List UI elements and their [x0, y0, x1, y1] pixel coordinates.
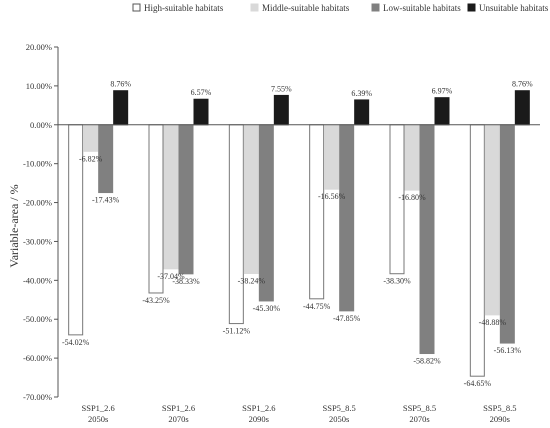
- category-label: SSP5_8.5: [483, 403, 516, 413]
- data-label: 8.76%: [110, 80, 131, 89]
- x-axis: SSP1_2.62050sSSP1_2.62070sSSP1_2.62090sS…: [58, 124, 540, 424]
- bar: [469, 124, 485, 377]
- data-label: -58.82%: [413, 357, 441, 366]
- category-period-label: 2050s: [329, 414, 349, 424]
- data-label: -44.75%: [303, 302, 331, 311]
- data-label: -47.85%: [333, 314, 361, 323]
- legend-swatch: [467, 3, 476, 12]
- bar: [193, 98, 209, 126]
- y-axis: 20.00% 10.00% 0.00% -10.00% -20.00% -30.00% -4…: [23, 42, 59, 402]
- category-label: SSP5_8.5: [323, 403, 356, 413]
- bar: [163, 124, 179, 270]
- category-label: SSP1_2.6: [242, 403, 275, 413]
- data-label: -16.56%: [318, 192, 346, 201]
- bar: [148, 124, 164, 294]
- y-tick-label: -70.00%: [23, 392, 52, 402]
- y-tick-label: -40.00%: [23, 275, 52, 285]
- bar: [113, 90, 129, 126]
- data-label: -54.02%: [62, 338, 90, 347]
- bar: [309, 124, 325, 300]
- data-label: -45.30%: [253, 304, 281, 313]
- bar: [178, 124, 194, 275]
- y-tick-label: 20.00%: [26, 42, 52, 52]
- category-period-label: 2090s: [249, 414, 269, 424]
- data-label: -16.80%: [398, 193, 426, 202]
- legend-entry: High-suitable habitats: [144, 3, 224, 13]
- bar: [258, 124, 274, 302]
- bar: [228, 124, 244, 325]
- data-labels: -54.02% -43.25% -51.12% -44.75% -38.30% -64.6…: [62, 80, 533, 388]
- legend: High-suitable habitats Middle-suitable ha…: [132, 3, 549, 13]
- bar: [243, 124, 259, 274]
- data-label: -64.65%: [464, 379, 492, 388]
- y-tick-label: -20.00%: [23, 198, 52, 208]
- category-label: SSP5_8.5: [403, 403, 436, 413]
- bar: [484, 124, 500, 316]
- legend-entry: Middle-suitable habitats: [262, 3, 350, 13]
- data-label: 6.57%: [191, 88, 212, 97]
- bar: [419, 124, 435, 355]
- y-tick-label: -10.00%: [23, 159, 52, 169]
- bar: [404, 124, 420, 191]
- category-period-label: 2070s: [409, 414, 429, 424]
- legend-entry: Unsuitable habitats: [479, 3, 549, 13]
- y-tick-label: -30.00%: [23, 236, 52, 246]
- y-tick-label: 10.00%: [26, 81, 52, 91]
- bar: [354, 99, 370, 126]
- category-label: SSP1_2.6: [162, 403, 195, 413]
- data-label: 6.39%: [351, 89, 372, 98]
- data-label: -6.82%: [79, 154, 103, 163]
- data-label: -17.43%: [92, 196, 120, 205]
- legend-swatch: [250, 3, 259, 12]
- y-tick-label: 0.00%: [30, 120, 52, 130]
- y-axis-label: Variable-area / %: [7, 184, 21, 267]
- legend-entry: Low-suitable habitats: [383, 3, 461, 13]
- data-label: 7.55%: [271, 84, 292, 93]
- bars: [68, 90, 530, 377]
- category-period-label: 2070s: [168, 414, 188, 424]
- data-label: -38.33%: [172, 277, 200, 286]
- data-label: -43.25%: [142, 296, 170, 305]
- bar: [434, 97, 450, 126]
- data-label: -51.12%: [223, 327, 251, 336]
- bar: [499, 124, 515, 344]
- bar: [514, 90, 530, 126]
- data-label: -38.30%: [383, 277, 411, 286]
- data-label: -38.24%: [238, 276, 266, 285]
- bar: [324, 124, 340, 190]
- category-period-label: 2050s: [88, 414, 108, 424]
- category-period-label: 2090s: [490, 414, 510, 424]
- y-tick-label: -60.00%: [23, 353, 52, 363]
- legend-swatch: [371, 3, 380, 12]
- data-label: 6.97%: [432, 87, 453, 96]
- legend-swatch: [132, 3, 141, 12]
- y-tick-label: -50.00%: [23, 314, 52, 324]
- data-label: -56.13%: [494, 346, 522, 355]
- bar: [339, 124, 355, 312]
- data-label: -48.88%: [479, 318, 507, 327]
- category-label: SSP1_2.6: [82, 403, 115, 413]
- data-label: 8.76%: [512, 80, 533, 89]
- bar: [273, 94, 289, 126]
- data-label: -37.04%: [157, 272, 185, 281]
- bar: [83, 124, 99, 152]
